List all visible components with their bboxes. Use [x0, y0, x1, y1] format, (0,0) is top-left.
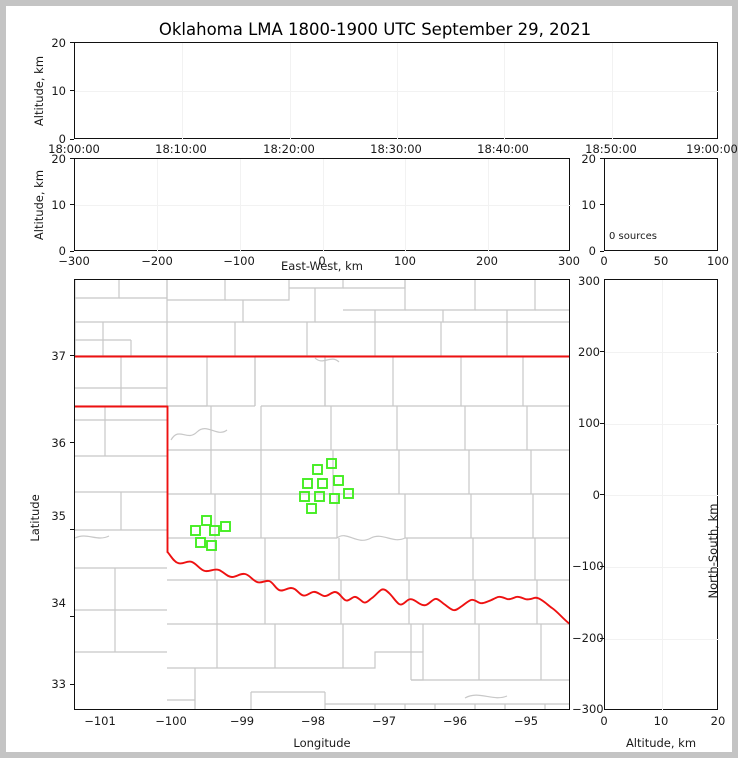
ytick-label: 10 — [51, 198, 66, 212]
station-markers — [190, 458, 354, 551]
tick-mark — [70, 251, 74, 252]
gridline — [504, 43, 505, 140]
ylabel-north-south: North-South, km — [706, 503, 720, 599]
xtick-label: −98 — [300, 714, 326, 728]
gridline — [240, 159, 241, 252]
xtick-label: −96 — [442, 714, 468, 728]
xtick-label: 50 — [653, 254, 669, 268]
xtick-label: 18:30:00 — [370, 142, 422, 156]
ytick-label: 34 — [51, 596, 66, 610]
tick-mark — [70, 684, 74, 685]
ytick-label: 35 — [51, 509, 66, 523]
panel-time-altitude[interactable] — [74, 42, 719, 140]
ytick-label: 20 — [51, 36, 66, 50]
xlabel-altitude: Altitude, km — [625, 736, 697, 750]
xtick-label: 100 — [394, 254, 416, 268]
gridline — [182, 43, 183, 140]
panel-altitude-northsouth[interactable] — [604, 279, 719, 711]
right-ytick-label: 0 — [592, 488, 600, 502]
tick-mark — [600, 158, 604, 159]
xtick-label: −101 — [84, 714, 116, 728]
ylabel-latitude: Latitude — [28, 494, 42, 542]
tick-mark — [70, 442, 74, 443]
xtick-label: 18:50:00 — [585, 142, 637, 156]
xtick-label: 0 — [600, 714, 608, 728]
tick-mark — [600, 251, 604, 252]
xtick-label: 0 — [318, 254, 326, 268]
gridline — [612, 43, 613, 140]
ytick-label: 0 — [588, 244, 596, 258]
gridline — [290, 43, 291, 140]
xtick-label: 18:00:00 — [48, 142, 100, 156]
map-graphic — [75, 280, 569, 709]
xtick-label: 18:10:00 — [155, 142, 207, 156]
xtick-label: −95 — [513, 714, 539, 728]
xtick-label: 18:40:00 — [477, 142, 529, 156]
panel-eastwest-altitude[interactable] — [74, 158, 571, 252]
tick-mark — [600, 566, 604, 567]
panel-altitude-histogram[interactable]: 0 sources — [604, 158, 718, 251]
ytick-label: 33 — [51, 677, 66, 691]
ytick-label: 37 — [51, 349, 66, 363]
xlabel-longitude: Longitude — [293, 736, 351, 750]
xtick-label: −200 — [141, 254, 173, 268]
gridline — [323, 159, 324, 252]
right-ytick-label: −300 — [572, 702, 604, 716]
xtick-label: 200 — [476, 254, 498, 268]
gridline — [405, 159, 406, 252]
tick-mark — [70, 90, 74, 91]
tick-mark — [70, 158, 74, 159]
xtick-label: −300 — [58, 254, 90, 268]
tick-mark — [600, 351, 604, 352]
ylabel-altitude: Altitude, km — [32, 55, 46, 127]
ytick-label: 20 — [581, 152, 596, 166]
tick-mark — [70, 616, 74, 617]
xtick-label: 20 — [710, 714, 726, 728]
tick-mark — [70, 355, 74, 356]
ytick-label: 36 — [51, 436, 66, 450]
source-count-annotation: 0 sources — [609, 231, 657, 242]
tick-mark — [70, 529, 74, 530]
ytick-label: 20 — [51, 152, 66, 166]
tick-mark — [70, 42, 74, 43]
ytick-label: 0 — [58, 244, 66, 258]
xtick-label: 19:00:00 — [686, 142, 738, 156]
ytick-label: 0 — [58, 132, 66, 146]
gridline — [397, 43, 398, 140]
right-ytick-label: 300 — [578, 274, 600, 288]
xtick-label: 100 — [707, 254, 729, 268]
panel-map[interactable] — [74, 279, 570, 710]
xtick-label: 0 — [600, 254, 608, 268]
gridline — [662, 280, 663, 711]
gridline — [157, 159, 158, 252]
tick-mark — [600, 204, 604, 205]
right-ytick-label: −100 — [572, 559, 604, 573]
xtick-label: −100 — [223, 254, 255, 268]
xtick-label: 300 — [558, 254, 580, 268]
tick-mark — [600, 494, 604, 495]
right-ytick-label: −200 — [572, 631, 604, 645]
figure-title: Oklahoma LMA 1800-1900 UTC September 29,… — [158, 20, 592, 39]
gridline — [488, 159, 489, 252]
xlabel-east-west: East-West, km — [281, 259, 363, 273]
ytick-label: 10 — [581, 198, 596, 212]
tick-mark — [70, 204, 74, 205]
ytick-label: 10 — [51, 84, 66, 98]
xtick-label: 18:20:00 — [263, 142, 315, 156]
xtick-label: −100 — [155, 714, 187, 728]
tick-mark — [600, 638, 604, 639]
right-ytick-label: 100 — [578, 416, 600, 430]
xtick-label: −99 — [229, 714, 255, 728]
xtick-label: −97 — [371, 714, 397, 728]
tick-mark — [70, 139, 74, 140]
xtick-label: 10 — [653, 714, 669, 728]
ylabel-altitude: Altitude, km — [32, 169, 46, 241]
tick-mark — [600, 423, 604, 424]
right-ytick-label: 200 — [578, 345, 600, 359]
